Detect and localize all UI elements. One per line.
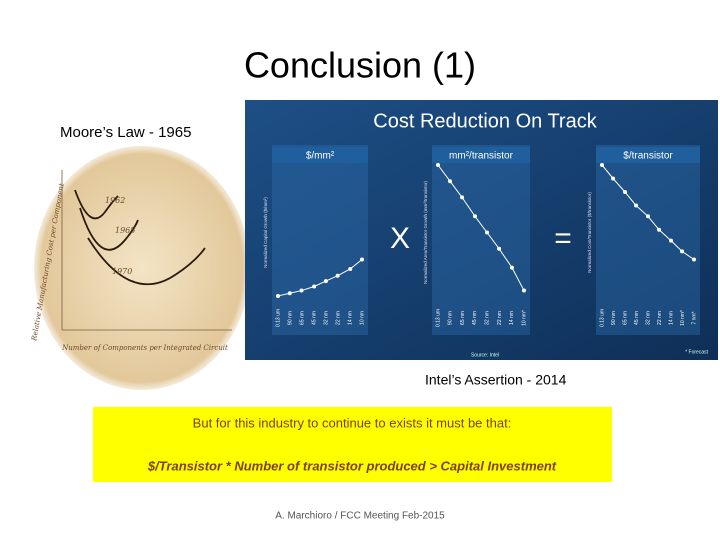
trend-point	[611, 176, 616, 181]
trend-point	[348, 266, 353, 271]
box-line: But for this industry to continue to exi…	[193, 415, 512, 430]
category-label: 32 nm	[645, 311, 651, 325]
trend-point	[497, 246, 502, 251]
category-label: 45 nm	[634, 311, 640, 325]
conclusion-box	[93, 407, 612, 482]
curve-label: 1965	[115, 226, 135, 235]
slide-title: Conclusion (1)	[244, 45, 476, 86]
box-line: $/Transistor * Number of transistor prod…	[147, 458, 557, 473]
category-label: 10 nm*	[680, 310, 686, 326]
category-label: 90 nm	[611, 311, 617, 325]
trend-line	[437, 164, 525, 291]
category-label: 45 nm	[311, 311, 317, 325]
trend-point	[472, 214, 477, 219]
category-label: 65 nm	[299, 311, 305, 325]
category-label: 45 nm	[472, 311, 478, 325]
category-label: 14 nm	[668, 311, 674, 325]
moore-image	[34, 146, 250, 390]
trend-point	[287, 291, 292, 296]
footer: A. Marchioro / FCC Meeting Feb-2015	[275, 511, 445, 522]
trend-point	[335, 273, 340, 278]
panel	[596, 145, 700, 335]
category-label: 65 nm	[622, 311, 628, 325]
trend-line	[277, 259, 363, 297]
category-label: 14 nm	[347, 311, 353, 325]
trend-point	[623, 190, 627, 194]
panel-y-label: Normalized Cost/Transistor ($/transistor…	[587, 192, 592, 273]
category-label: 22 nm	[497, 311, 503, 325]
trend-point	[646, 214, 650, 219]
panel	[432, 145, 530, 335]
trend-point	[360, 257, 364, 262]
category-label: 65 nm	[460, 311, 466, 325]
panel-header	[272, 147, 368, 163]
panel-title: mm²/transistor	[449, 151, 514, 162]
source: Source: Intel	[471, 352, 499, 358]
operator: X	[390, 222, 410, 255]
trend-point	[692, 257, 696, 262]
panel-title: $/mm²	[306, 151, 335, 162]
moore-x-label: Number of Components per Integrated Circ…	[61, 344, 228, 352]
category-label: 22 nm	[335, 311, 341, 325]
trend-point	[460, 195, 465, 200]
trend-point	[485, 230, 490, 235]
panel-y-label: Normalized Area/Transistor Growth (mm²/t…	[423, 180, 428, 284]
operator: =	[554, 222, 572, 255]
moore-plot	[61, 170, 232, 331]
trend-point	[657, 227, 662, 232]
panel-y-label: Normalized Capital Growth ($/mm²)	[263, 197, 268, 268]
intel-title: Cost Reduction On Track	[373, 110, 597, 132]
trend-point	[634, 203, 639, 208]
category-label: 0.13 um	[435, 309, 441, 327]
category-label: 0.13 um	[599, 309, 605, 327]
trend-point	[522, 288, 526, 293]
category-label: 90 nm	[448, 311, 454, 325]
trend-point	[299, 288, 304, 293]
panel-title: $/transistor	[623, 151, 673, 162]
category-label: 7 nm*	[691, 311, 697, 324]
category-label: 90 nm	[287, 311, 293, 325]
panel-header	[432, 147, 530, 163]
category-label: 0.13 um	[275, 309, 281, 327]
category-label: 14 nm	[509, 311, 515, 325]
trend-point	[448, 179, 453, 184]
category-label: 10 nm	[359, 311, 365, 325]
trend-point	[436, 163, 440, 167]
trend-point	[600, 163, 604, 167]
trend-point	[509, 265, 514, 270]
footnote: * Forecast	[685, 349, 708, 355]
trend-point	[669, 238, 673, 243]
category-label: 32 nm	[484, 311, 490, 325]
moore-caption: Moore’s Law - 1965	[60, 124, 191, 141]
curve-label: 1962	[105, 196, 125, 205]
intel-caption: Intel’s Assertion - 2014	[425, 372, 567, 388]
intel-image	[245, 100, 718, 360]
trend-point	[312, 284, 317, 289]
trend-point	[680, 249, 685, 254]
category-label: 22 nm	[657, 311, 663, 325]
panel	[272, 145, 368, 335]
trend-point	[323, 279, 328, 284]
curve-label: 1970	[112, 267, 132, 276]
panel-header	[596, 147, 700, 163]
category-label: 10 nm*	[521, 310, 527, 326]
trend-point	[276, 293, 280, 298]
category-label: 32 nm	[323, 311, 329, 325]
